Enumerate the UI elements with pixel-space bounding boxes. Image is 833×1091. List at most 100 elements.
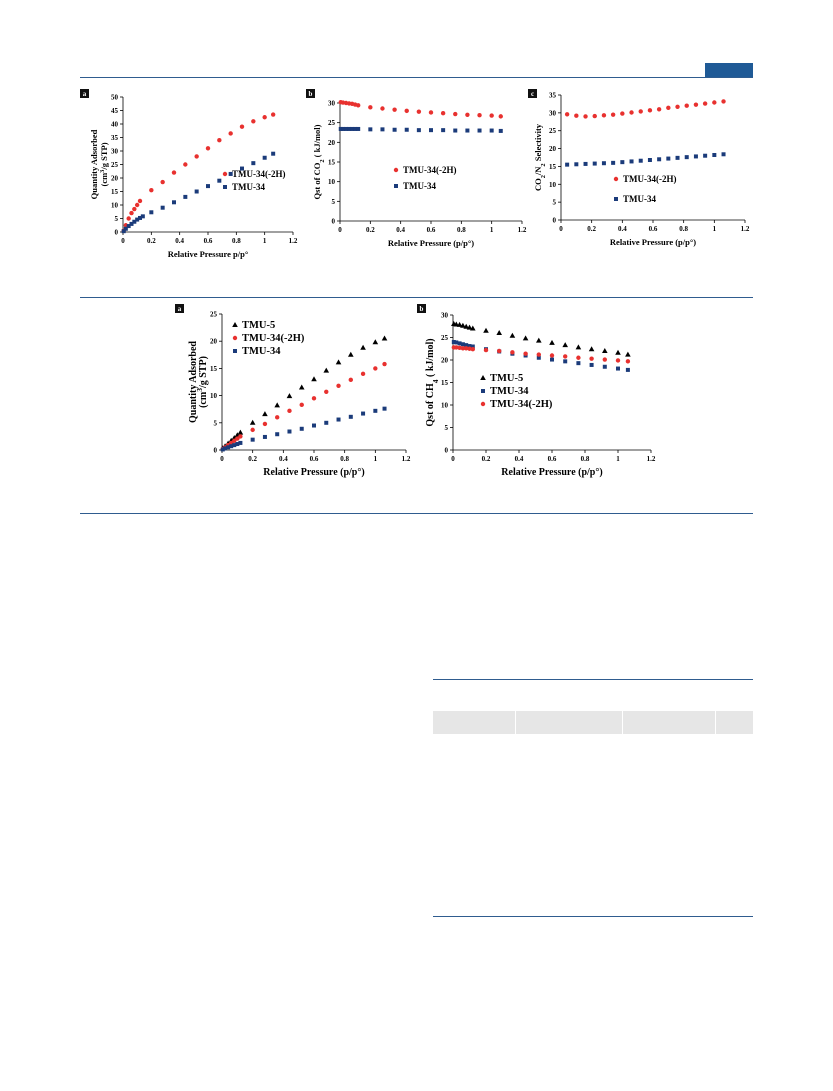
data-point: [380, 106, 385, 111]
data-point: [647, 108, 653, 113]
data-point: [522, 335, 529, 341]
y-tick-label: 30: [549, 109, 557, 117]
y-tick-label: 25: [328, 119, 336, 127]
y-tick-label: 15: [441, 379, 449, 387]
y-tick-label: 30: [328, 100, 336, 108]
data-point: [523, 351, 528, 356]
x-tick-label: 1: [713, 225, 717, 233]
series-TMU-34: [338, 126, 503, 133]
data-point: [336, 383, 341, 389]
data-point: [311, 376, 317, 382]
legend-label: TMU-34(-2H): [623, 174, 677, 184]
data-point: [465, 112, 470, 117]
data-point: [625, 351, 631, 357]
data-point: [498, 128, 503, 133]
x-tick-label: 1.2: [741, 225, 750, 233]
data-point: [348, 351, 354, 357]
data-point: [416, 128, 421, 133]
data-point: [360, 371, 366, 377]
y-tick-label: 20: [210, 338, 218, 346]
data-point: [441, 128, 446, 133]
data-point: [262, 155, 267, 160]
data-point: [470, 344, 475, 349]
data-point: [250, 427, 255, 433]
data-point: [620, 160, 625, 165]
data-point: [647, 158, 652, 162]
figure-bottom-rule: [80, 513, 753, 514]
data-point: [536, 337, 542, 343]
legend-marker: [480, 401, 486, 407]
data-point: [620, 111, 625, 116]
y-tick-label: 40: [111, 121, 119, 129]
data-point: [454, 345, 459, 350]
data-point: [356, 103, 361, 108]
x-tick-label: 0: [451, 455, 455, 463]
data-point: [382, 361, 387, 367]
y-tick-label: 15: [210, 365, 218, 373]
y-tick-label: 15: [328, 159, 336, 167]
legend-marker: [480, 375, 486, 380]
legend-marker: [394, 184, 398, 188]
y-tick-label: 5: [332, 198, 336, 206]
data-point: [601, 113, 607, 118]
data-point: [457, 341, 462, 346]
y-tick-label: 20: [328, 139, 336, 147]
data-point: [657, 157, 662, 162]
legend-label: TMU-34: [490, 386, 529, 397]
y-tick-label: 0: [115, 229, 119, 237]
data-point: [138, 215, 142, 220]
series-TMU-34: [121, 151, 276, 234]
data-point: [249, 419, 256, 425]
data-point: [477, 112, 482, 118]
y-tick-label: 0: [332, 218, 336, 226]
legend-marker: [393, 167, 399, 173]
x-tick-label: 0.8: [340, 455, 349, 463]
y-tick-label: 15: [549, 163, 557, 171]
x-tick-label: 0: [338, 226, 342, 234]
data-point: [483, 347, 489, 353]
data-point: [132, 206, 137, 212]
y-tick-label: 0: [553, 217, 557, 225]
x-axis-title: Relative Pressure (p/p°): [263, 467, 364, 478]
data-point: [251, 119, 256, 124]
data-point: [684, 103, 689, 108]
data-point: [286, 393, 293, 399]
table-header-cell: [623, 711, 716, 734]
legend-marker: [222, 171, 228, 177]
y-axis-title: Quantity Adsorbed: [89, 129, 99, 199]
series-TMU-34(-2H): [338, 100, 503, 119]
x-tick-label: 0.6: [310, 455, 319, 463]
top-rule: [80, 77, 753, 78]
data-point: [368, 127, 373, 132]
data-point: [464, 343, 469, 348]
chart-ch4-adsorption: 0 0.2 0.4 0.6 0.8 1 1.2 0 5 10 15 20 25 Relative Pres…: [175, 304, 411, 478]
data-point: [453, 111, 458, 117]
x-tick-label: 1.2: [289, 237, 298, 245]
data-point: [416, 109, 422, 114]
data-point: [323, 367, 330, 373]
data-point: [160, 179, 165, 185]
data-point: [496, 330, 502, 335]
data-point: [428, 110, 434, 115]
series-TMU-34: [565, 152, 726, 167]
data-point: [356, 126, 361, 131]
data-point: [483, 327, 489, 333]
data-point: [625, 359, 631, 364]
data-point: [311, 396, 317, 401]
data-point: [721, 152, 726, 157]
x-tick-label: 0.6: [548, 455, 557, 463]
data-point: [601, 161, 606, 166]
chart-co2-adsorption: 0 0.2 0.4 0.6 0.8 1 1.2 0 5 10 15 20 25 30 35 40 45 50 Rel…: [80, 89, 298, 259]
data-point: [312, 423, 316, 428]
data-point: [602, 357, 607, 362]
panel-label-box: [528, 89, 537, 98]
y-axis-title: Quantity Adsorbed: [188, 341, 199, 423]
table-header-row: [433, 711, 753, 734]
x-tick-label: 0.4: [515, 455, 524, 463]
x-tick-label: 0.2: [587, 225, 596, 233]
data-point: [126, 216, 131, 221]
data-point: [137, 198, 143, 204]
x-tick-label: 1.2: [518, 226, 527, 234]
data-point: [262, 115, 267, 120]
legend-marker: [233, 349, 237, 353]
